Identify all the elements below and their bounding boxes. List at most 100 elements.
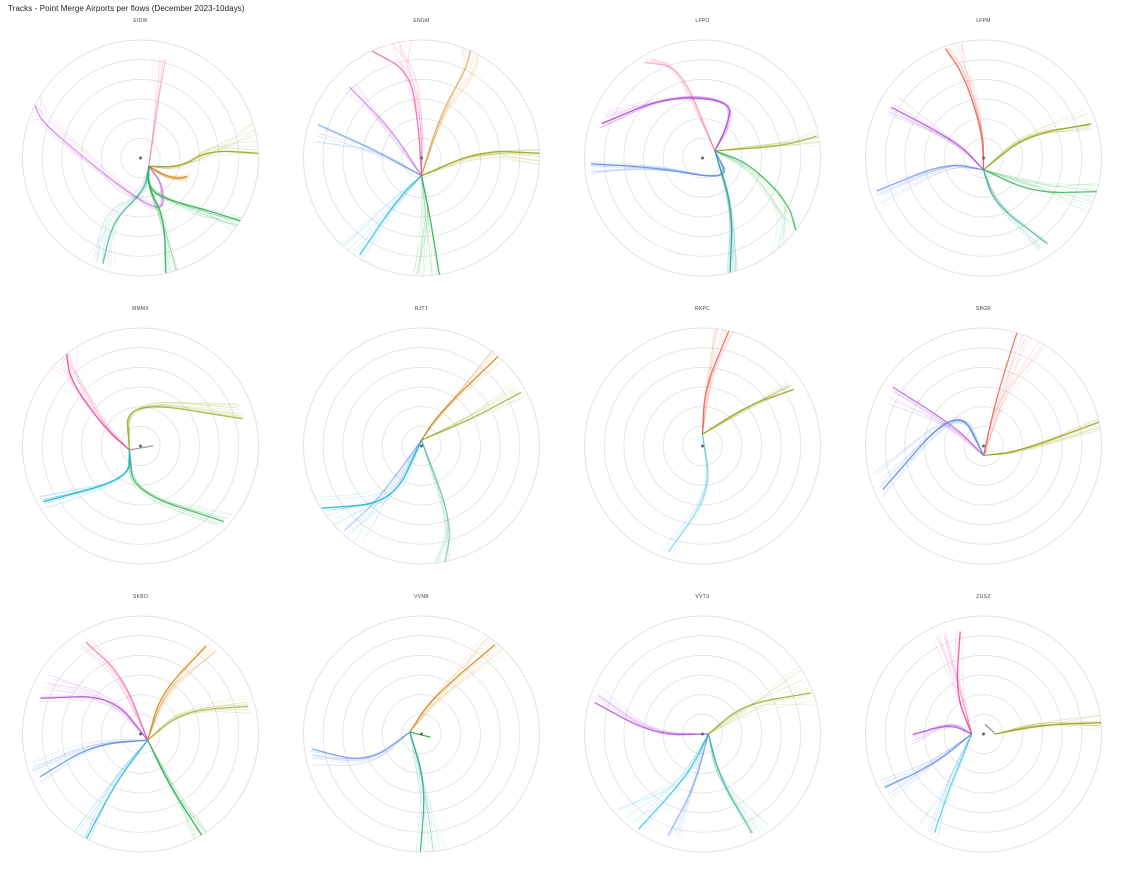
flight-track — [420, 355, 499, 441]
flight-track — [409, 644, 496, 733]
flight-track — [982, 332, 1018, 456]
flight-track — [879, 420, 984, 487]
flight-track — [939, 640, 972, 735]
flight-track — [708, 669, 802, 735]
flight-track — [421, 391, 520, 441]
flight-track — [893, 104, 984, 170]
flight-track — [129, 445, 153, 451]
flight-track — [912, 725, 972, 736]
flow-pink — [52, 345, 130, 451]
flight-track — [702, 328, 717, 435]
flight-track — [34, 739, 148, 768]
grid-ring — [381, 406, 462, 486]
flight-track — [945, 635, 972, 735]
flow-green — [412, 175, 440, 277]
flight-track — [876, 164, 984, 192]
flight-track — [714, 141, 820, 152]
flow-olive — [995, 714, 1102, 735]
flight-track — [605, 98, 730, 152]
flight-track — [591, 150, 724, 177]
flight-track — [93, 166, 150, 262]
flight-track — [600, 97, 730, 152]
flight-track — [107, 166, 150, 269]
flight-track — [895, 383, 984, 456]
flight-track — [317, 132, 422, 176]
flight-track — [419, 175, 423, 275]
flight-track — [84, 641, 148, 741]
flight-track — [943, 634, 972, 735]
flight-track — [665, 434, 709, 554]
flight-track — [983, 345, 1046, 456]
flight-track — [421, 48, 467, 176]
flight-track — [421, 440, 448, 564]
flight-track — [312, 731, 411, 759]
flight-track — [321, 439, 422, 510]
flight-track — [148, 59, 164, 167]
flight-track — [880, 422, 984, 483]
flight-track — [148, 135, 256, 169]
flight-track — [148, 166, 188, 182]
flight-track — [310, 731, 411, 761]
flight-track — [421, 175, 433, 276]
flight-track — [101, 166, 150, 261]
flight-track — [702, 331, 734, 435]
flight-track — [315, 439, 422, 498]
flight-track — [677, 733, 709, 838]
grid-ring — [100, 694, 181, 774]
polar-plot — [865, 39, 1102, 277]
grid-ring — [41, 59, 240, 257]
flight-track — [315, 141, 422, 176]
flight-track — [83, 739, 148, 838]
flight-track — [85, 641, 149, 741]
flight-track — [128, 403, 240, 451]
flight-track — [43, 449, 131, 503]
flight-track — [702, 386, 792, 435]
flight-track — [76, 345, 130, 451]
flight-track — [148, 58, 163, 167]
flight-track — [147, 739, 195, 839]
flight-track — [351, 84, 422, 176]
flight-track — [947, 48, 984, 170]
flight-track — [409, 637, 488, 733]
flight-track — [714, 150, 738, 271]
flight-track — [936, 637, 972, 735]
flight-track — [421, 149, 538, 176]
flight-track — [881, 165, 984, 201]
flight-track — [147, 739, 206, 833]
flow-green — [983, 169, 1099, 213]
flight-track — [883, 421, 984, 496]
flight-track — [995, 722, 1102, 735]
flight-track — [362, 439, 422, 545]
flight-track — [702, 333, 730, 435]
flight-track — [983, 124, 1090, 170]
flight-track — [883, 421, 984, 493]
flight-track — [708, 669, 802, 735]
airport-center — [420, 732, 423, 736]
flight-track — [961, 44, 984, 170]
flow-pink — [641, 58, 716, 152]
flight-track — [646, 58, 716, 152]
flight-track — [702, 385, 791, 435]
flight-track — [421, 355, 496, 441]
flow-teal — [982, 169, 1049, 251]
flow-teal — [86, 166, 150, 269]
flight-track — [714, 150, 785, 243]
flight-track — [74, 739, 148, 832]
polar-plot — [22, 327, 259, 565]
grid-ring — [865, 39, 1102, 277]
flight-track — [67, 352, 130, 451]
flight-track — [619, 733, 709, 809]
flight-track — [983, 169, 1095, 186]
airport-center — [982, 156, 985, 160]
flight-track — [409, 731, 434, 852]
flight-track — [983, 451, 987, 456]
flow-blue — [873, 164, 984, 208]
flight-track — [409, 731, 430, 738]
flight-track — [983, 450, 987, 456]
flight-track — [702, 328, 718, 435]
flight-track — [320, 133, 422, 176]
flow-cyan — [73, 739, 149, 841]
flight-track — [702, 389, 794, 435]
flight-track — [147, 739, 207, 831]
flight-track — [345, 439, 422, 537]
